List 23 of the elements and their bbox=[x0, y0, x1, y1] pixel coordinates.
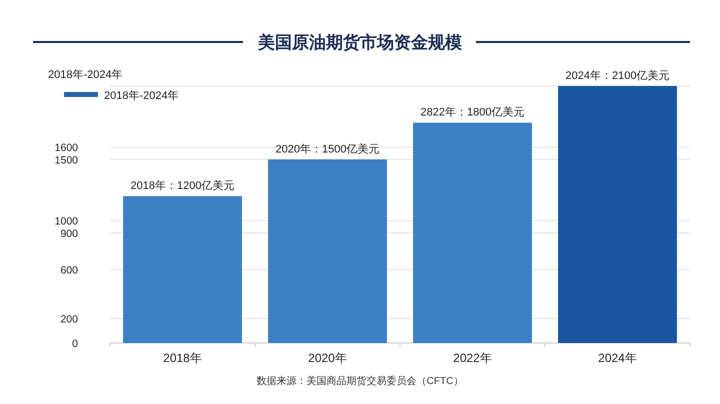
x-tick-label: 2022年 bbox=[453, 351, 492, 365]
y-tick-label: 600 bbox=[60, 264, 78, 277]
bar bbox=[123, 196, 242, 343]
chart-title: 美国原油期货市场资金规模 bbox=[257, 33, 462, 52]
data-label: 2018年：1200亿美元 bbox=[130, 179, 234, 192]
x-tick-label: 2018年 bbox=[163, 351, 202, 365]
data-label: 2024年：2100亿美元 bbox=[566, 69, 670, 82]
y-tick-label: 200 bbox=[60, 314, 78, 326]
y-tick-label: 0 bbox=[72, 338, 78, 350]
x-tick-label: 2020年 bbox=[308, 351, 347, 365]
y-tick-label: 1600 bbox=[54, 142, 78, 154]
y-tick-label: 1000 bbox=[54, 216, 78, 228]
y-tick-label: 900 bbox=[60, 228, 78, 240]
bar bbox=[413, 122, 532, 343]
source-note: 数据来源：美国商品期货交易委员会（CFTC） bbox=[256, 375, 464, 387]
x-tick-label: 2024年 bbox=[598, 351, 637, 365]
bar bbox=[558, 86, 677, 343]
y-axis-title: 2018年-2024年 bbox=[48, 69, 123, 81]
legend-label: 2018年-2024年 bbox=[104, 90, 179, 102]
data-label: 2020年：1500亿美元 bbox=[276, 142, 380, 156]
y-tick-label: 1500 bbox=[54, 154, 78, 166]
bar bbox=[268, 159, 387, 343]
data-label: 2822年：1800亿美元 bbox=[420, 106, 524, 119]
